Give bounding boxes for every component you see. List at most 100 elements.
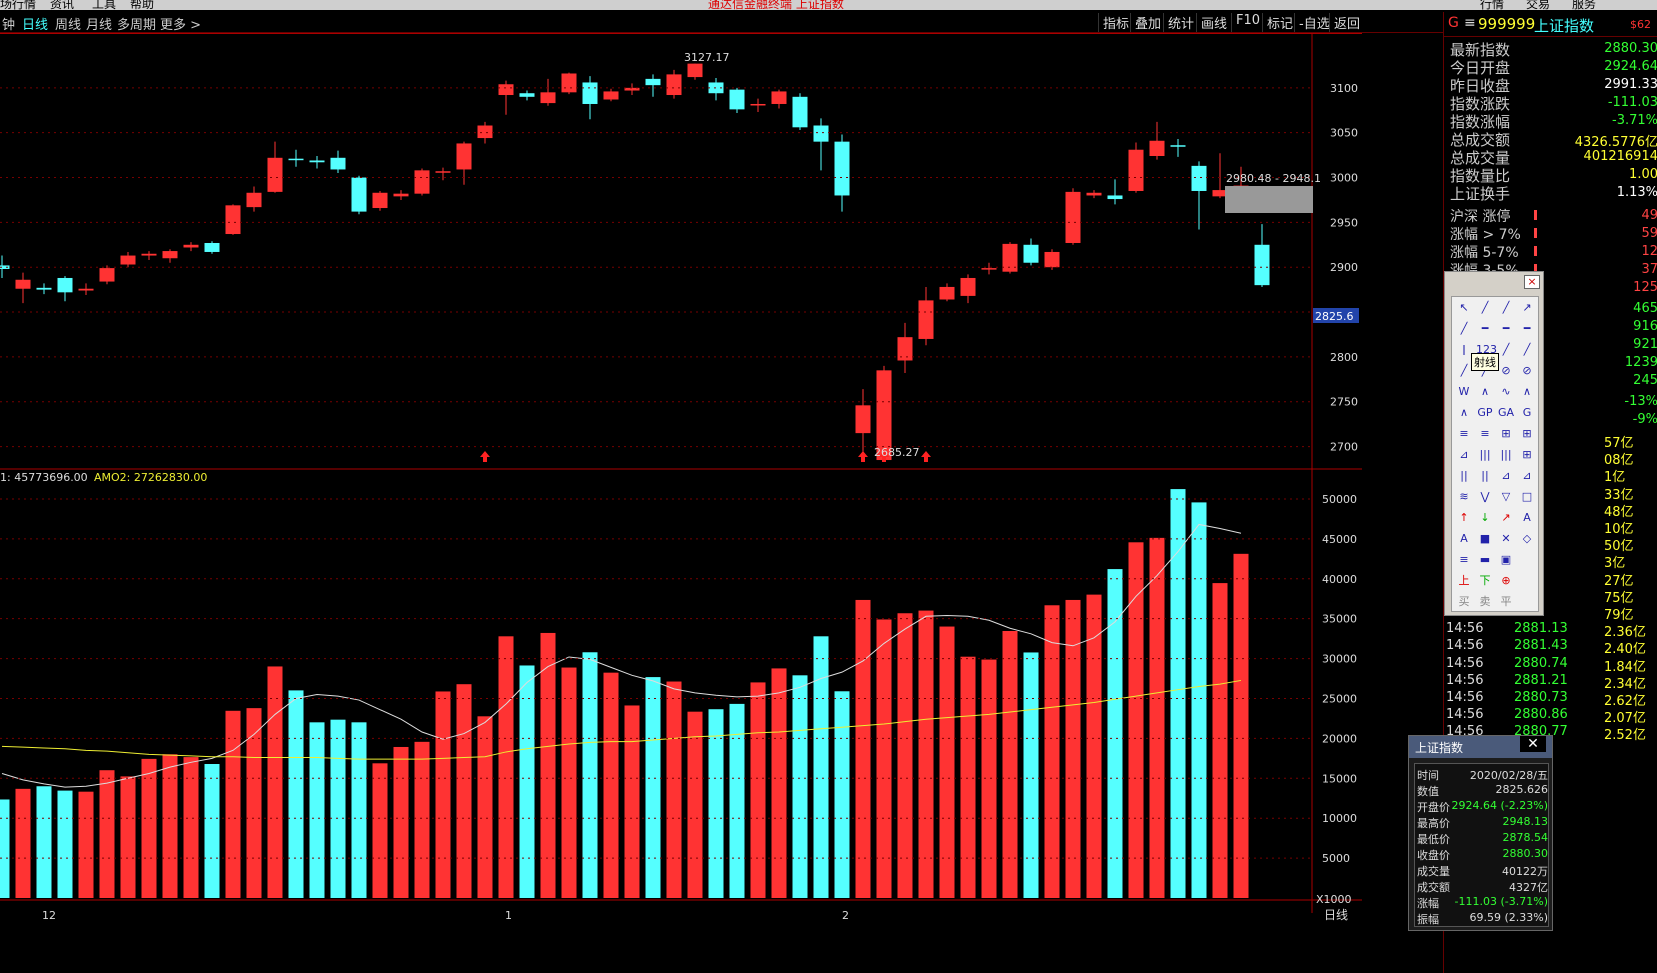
drawing-tool-icon[interactable]: 123 [1476, 343, 1497, 356]
drawing-tool-icon[interactable]: ▬ [1479, 553, 1491, 566]
back-button[interactable]: 返回 [1329, 13, 1364, 32]
tick-row[interactable]: 14:56 2880.73 2.62亿 [1444, 690, 1657, 709]
volume-bar [1212, 583, 1228, 898]
drawing-tool-icon[interactable]: ⊿ [1522, 469, 1532, 482]
drawing-tool-icon[interactable]: ⊘ [1522, 364, 1532, 377]
drawing-tool-icon[interactable] [1518, 552, 1536, 568]
menu-item-tools[interactable]: 工具 [92, 0, 117, 10]
drawing-tool-icon[interactable]: W [1458, 385, 1470, 398]
drawing-tool-icon[interactable]: ↗ [1501, 511, 1511, 524]
drawing-tool-icon[interactable]: ≡ [1480, 427, 1490, 440]
volume-tick-label: 10000 [1322, 812, 1357, 825]
drawing-tool-icon[interactable]: ↑ [1459, 511, 1469, 524]
drawing-tool-icon[interactable]: 上 [1458, 574, 1470, 587]
stats-button[interactable]: 统计 [1163, 13, 1198, 32]
drawing-tool-icon[interactable]: ⊘ [1501, 364, 1511, 377]
info-window-header[interactable]: 上证指数 ✕ [1409, 736, 1552, 758]
drawing-tool-icon[interactable]: ✕ [1501, 532, 1511, 545]
drawing-tool-icon[interactable]: ▣ [1500, 553, 1512, 566]
period-minute[interactable]: 钟 [2, 18, 16, 33]
drawing-tool-icon[interactable]: A [1460, 532, 1468, 545]
menu-icon[interactable]: ≡ [1464, 15, 1476, 31]
close-icon[interactable]: ✕ [1520, 736, 1546, 752]
drawing-tool-icon[interactable]: 买 [1458, 595, 1470, 608]
close-icon[interactable]: × [1524, 275, 1540, 289]
tick-row[interactable]: 14:56 2880.86 2.07亿 [1444, 707, 1657, 726]
drawing-tool-icon[interactable]: ■ [1479, 532, 1491, 545]
menu-item-help[interactable]: 帮助 [130, 0, 155, 10]
drawing-tool-icon[interactable] [1518, 573, 1536, 589]
drawing-tool-icon[interactable]: ╱ [1502, 301, 1510, 314]
drawing-tool-icon[interactable]: 下 [1479, 574, 1491, 587]
mark-button[interactable]: 标记 [1262, 13, 1297, 32]
candle-body [309, 160, 325, 163]
drawing-tool-icon[interactable]: ╱ [1502, 343, 1510, 356]
drawing-tool-icon[interactable]: ∧ [1480, 385, 1490, 398]
drawline-button[interactable]: 画线 [1196, 13, 1231, 32]
menu-item-quote[interactable]: 行情 [1480, 0, 1505, 10]
drawing-tool-icon[interactable]: ↖ [1459, 301, 1469, 314]
drawing-tool-icon[interactable]: G [1522, 406, 1532, 419]
drawing-tool-icon[interactable]: 平 [1500, 595, 1512, 608]
period-more[interactable]: 更多 > [160, 18, 202, 33]
tick-row[interactable]: 14:56 2880.74 1.84亿 [1444, 656, 1657, 675]
drawing-tool-icon[interactable] [1518, 594, 1536, 610]
drawing-tool-icon[interactable]: ╱ [1460, 322, 1468, 335]
period-multi[interactable]: 多周期 [117, 18, 157, 33]
drawing-tool-icon[interactable]: ↗ [1522, 301, 1532, 314]
drawing-tool-icon[interactable]: ⊞ [1522, 448, 1532, 461]
drawing-tool-icon[interactable]: ≡ [1459, 427, 1469, 440]
overlay-button[interactable]: 叠加 [1130, 13, 1165, 32]
drawing-tool-icon[interactable]: ━ [1523, 322, 1531, 335]
tick-amount: 10亿 [1604, 522, 1634, 537]
drawing-tool-icon[interactable]: ∿ [1501, 385, 1511, 398]
drawing-tool-icon[interactable]: 卖 [1479, 595, 1491, 608]
drawing-tool-icon[interactable]: ↓ [1480, 511, 1490, 524]
period-weekly[interactable]: 周线 [55, 18, 82, 33]
drawing-tool-icon[interactable]: ǀ [1462, 343, 1466, 356]
drawing-tool-icon[interactable]: GA [1497, 406, 1515, 419]
drawing-tool-icon[interactable]: ▽ [1501, 490, 1511, 503]
drawing-tool-icon[interactable]: || [1481, 469, 1489, 482]
watchlist-button[interactable]: -自选 [1294, 13, 1334, 32]
drawing-tool-icon[interactable]: ⊿ [1459, 448, 1469, 461]
drawing-tools-palette[interactable]: × ↖╱╱↗╱━━━ǀ123╱╱╱╱⊘⊘W∧∿∧∧GPGAG≡≡⊞⊞⊿|||||… [1444, 271, 1544, 616]
drawing-tool-icon[interactable]: ∧ [1522, 385, 1532, 398]
bar-info-window[interactable]: 上证指数 ✕ 时间 2020/02/28/五 数值 2825.626 开盘价 2924.6… [1408, 735, 1553, 931]
tick-row[interactable]: 14:56 2881.43 2.40亿 [1444, 638, 1657, 657]
menu-item-news[interactable]: 资讯 [50, 0, 75, 10]
drawing-tool-icon[interactable]: ⊞ [1522, 427, 1532, 440]
kline-chart[interactable]: 270027502800285029002950300030503100 500… [0, 33, 1362, 973]
drawing-tool-icon[interactable]: ━ [1481, 322, 1489, 335]
drawing-tool-icon[interactable]: ╱ [1460, 364, 1468, 377]
drawing-tool-icon[interactable]: ━ [1502, 322, 1510, 335]
period-daily[interactable]: 日线 [22, 18, 49, 33]
tick-row[interactable]: 14:56 2881.13 2.36亿 [1444, 621, 1657, 640]
drawing-tool-icon[interactable]: ⊿ [1501, 469, 1511, 482]
drawing-tool-icon[interactable]: ||| [1479, 448, 1491, 461]
drawing-tool-icon[interactable]: ⊕ [1501, 574, 1511, 587]
drawing-tool-icon[interactable]: ≡ [1459, 553, 1469, 566]
menu-item-market[interactable]: 场行情 [0, 0, 37, 10]
menu-item-service[interactable]: 服务 [1572, 0, 1597, 10]
drawing-tool-icon[interactable]: ⊞ [1501, 427, 1511, 440]
volume-bar [1065, 599, 1081, 898]
up-arrow-icon [921, 451, 931, 462]
quote-row-value: 2924.64 [1604, 59, 1657, 74]
drawing-tool-icon[interactable]: ╱ [1523, 343, 1531, 356]
drawing-tool-icon[interactable]: ||| [1500, 448, 1512, 461]
menu-item-trade[interactable]: 交易 [1526, 0, 1551, 10]
drawing-tool-icon[interactable]: ≋ [1459, 490, 1469, 503]
drawing-tool-icon[interactable]: || [1460, 469, 1468, 482]
drawing-tool-icon[interactable]: □ [1521, 490, 1533, 503]
drawing-tool-icon[interactable]: ⋁ [1480, 490, 1490, 503]
tick-row[interactable]: 14:56 2881.21 2.34亿 [1444, 673, 1657, 692]
drawing-tool-icon[interactable]: ∧ [1459, 406, 1469, 419]
indicator-button[interactable]: 指标 [1098, 13, 1133, 32]
drawing-tool-icon[interactable]: GP [1477, 406, 1493, 419]
f10-button[interactable]: F10 [1231, 13, 1264, 32]
drawing-tool-icon[interactable]: ╱ [1481, 301, 1489, 314]
period-monthly[interactable]: 月线 [86, 18, 113, 33]
drawing-tool-icon[interactable]: A [1523, 511, 1531, 524]
drawing-tool-icon[interactable]: ◇ [1522, 532, 1532, 545]
